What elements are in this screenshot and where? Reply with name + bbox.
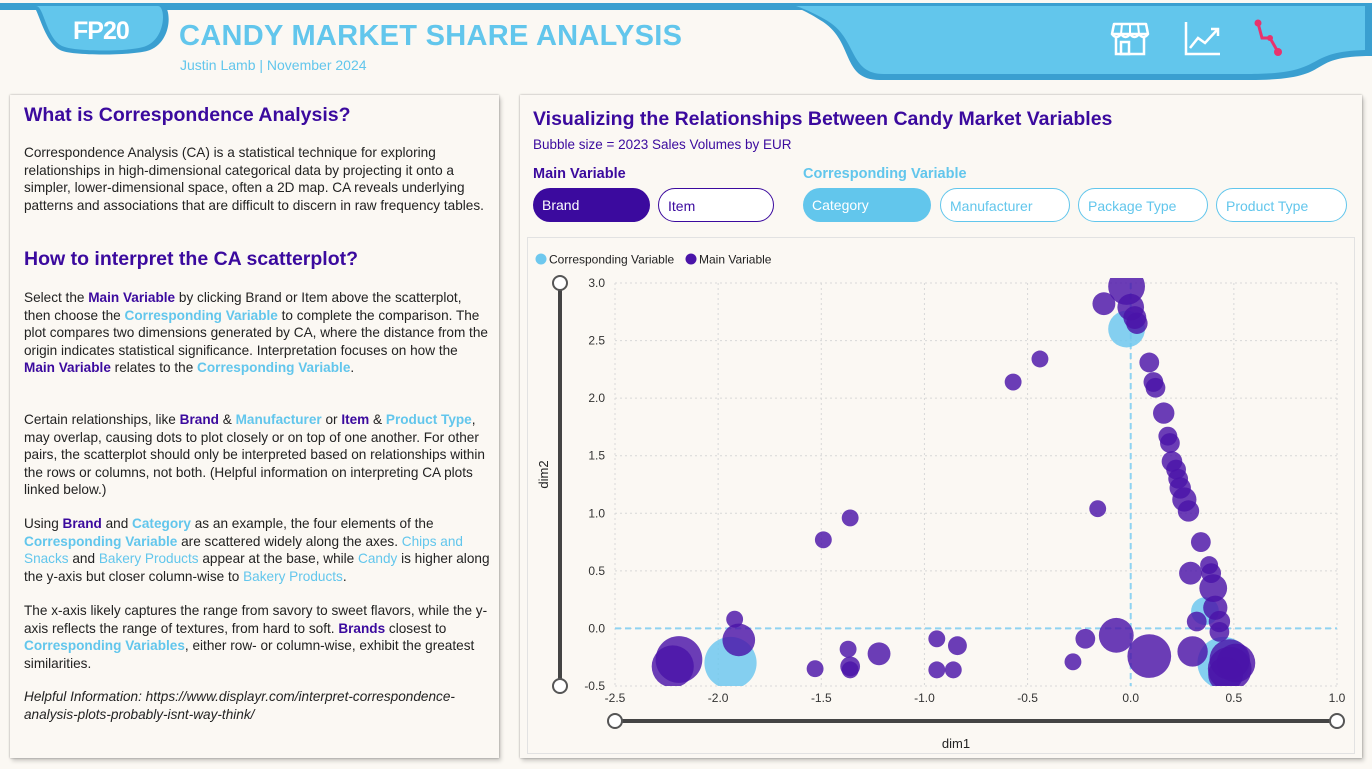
legend-entry: Main Variable	[699, 253, 772, 267]
legend-entry: Corresponding Variable	[549, 253, 675, 267]
main-variable-point[interactable]	[1092, 292, 1116, 316]
main-variable-point[interactable]	[1179, 561, 1202, 585]
x-range-slider-left-handle[interactable]	[607, 713, 623, 729]
x-tick-label: 1.0	[1329, 691, 1346, 705]
chart-subtitle: Bubble size = 2023 Sales Volumes by EUR	[533, 137, 792, 152]
ca-scatterplot: -2.5 -2.0 -1.5 -1.0 -0.5 0.0 0.5 1.0 -0.5 0.0 0.5 1…	[535, 253, 1346, 751]
main-variable-point[interactable]	[1004, 373, 1022, 391]
y-tick-label: -0.5	[584, 679, 605, 693]
main-variable-point[interactable]	[1186, 611, 1207, 632]
intro-paragraph: Correspondence Analysis (CA) is a statis…	[24, 145, 484, 213]
chart-title: Visualizing the Relationships Between Ca…	[533, 108, 1113, 130]
main-variable-point[interactable]	[1145, 377, 1166, 398]
y-range-slider-top-handle[interactable]	[552, 275, 568, 291]
x-tick-label: -2.5	[605, 691, 626, 705]
product-type-button[interactable]: Product Type	[1216, 188, 1347, 222]
main-variable-point[interactable]	[651, 645, 694, 687]
manufacturer-button[interactable]: Manufacturer	[940, 188, 1070, 222]
y-tick-label: 0.5	[588, 564, 605, 578]
main-variable-point[interactable]	[867, 642, 891, 666]
paragraph-example: Using Brand and Category as an example, …	[24, 516, 490, 584]
main-variable-point[interactable]	[1064, 653, 1082, 671]
main-variable-point[interactable]	[1126, 312, 1148, 334]
main-variable-point[interactable]	[1190, 532, 1211, 552]
main-variable-point[interactable]	[806, 660, 824, 678]
legend-marker	[535, 253, 547, 265]
paragraph-overlap: Certain relationships, like Brand & Manu…	[24, 412, 485, 497]
x-range-slider-right-handle[interactable]	[1329, 713, 1345, 729]
main-variable-point[interactable]	[1031, 350, 1049, 368]
main-variable-point[interactable]	[722, 623, 756, 657]
header-band-shape	[0, 3, 1372, 80]
y-range-slider-bottom-handle[interactable]	[552, 678, 568, 694]
x-tick-label: -1.0	[914, 691, 935, 705]
main-variable-point[interactable]	[1208, 657, 1244, 692]
main-variable-point[interactable]	[1153, 402, 1175, 424]
package-type-button[interactable]: Package Type	[1078, 188, 1208, 222]
main-variable-point[interactable]	[1160, 433, 1180, 453]
store-icon[interactable]	[1110, 18, 1150, 58]
main-variable-point[interactable]	[1089, 500, 1107, 518]
scatter-link-icon[interactable]	[1250, 18, 1290, 58]
scatterplot-frame: -2.5 -2.0 -1.5 -1.0 -0.5 0.0 0.5 1.0 -0.5 0.0 0.5 1…	[527, 237, 1355, 754]
brand-button[interactable]: Brand	[533, 188, 650, 222]
main-variable-point[interactable]	[1139, 352, 1160, 373]
x-tick-label: -2.0	[708, 691, 729, 705]
x-tick-label: 0.0	[1122, 691, 1139, 705]
main-variable-point[interactable]	[1098, 617, 1134, 653]
legend-marker	[685, 253, 697, 265]
main-variable-point[interactable]	[944, 661, 962, 679]
paragraph-axes: The x-axis likely captures the range fro…	[24, 603, 488, 671]
main-variable-point[interactable]	[947, 636, 967, 656]
main-variable-point[interactable]	[928, 630, 946, 648]
category-button[interactable]: Category	[803, 188, 931, 222]
main-variable-point[interactable]	[841, 661, 859, 679]
main-variable-point[interactable]	[1127, 634, 1172, 678]
main-variable-point[interactable]	[1177, 636, 1208, 667]
header-bar: FP20 CANDY MARKET SHARE ANALYSIS Justin …	[0, 0, 1372, 80]
x-tick-label: -1.5	[811, 691, 832, 705]
chart-panel: Visualizing the Relationships Between Ca…	[520, 95, 1362, 758]
x-axis-title: dim1	[942, 736, 970, 751]
main-variable-point[interactable]	[1177, 500, 1200, 522]
x-tick-label: -0.5	[1017, 691, 1038, 705]
page-subtitle: Justin Lamb | November 2024	[180, 57, 367, 73]
page-title: CANDY MARKET SHARE ANALYSIS	[179, 20, 683, 52]
y-tick-label: 2.5	[588, 334, 605, 348]
main-variable-point[interactable]	[1075, 628, 1096, 649]
y-tick-label: 2.0	[588, 391, 605, 405]
item-button[interactable]: Item	[658, 188, 774, 222]
main-variable-point[interactable]	[1209, 621, 1230, 642]
y-tick-label: 3.0	[588, 276, 605, 290]
x-tick-label: 0.5	[1226, 691, 1243, 705]
y-axis-title: dim2	[536, 460, 551, 488]
explanation-panel: What is Correspondence Analysis? Corresp…	[10, 95, 499, 758]
corresponding-variable-label: Corresponding Variable	[803, 166, 967, 182]
line-chart-icon[interactable]	[1182, 18, 1222, 58]
main-variable-point[interactable]	[1199, 574, 1228, 603]
points-layer	[651, 278, 1256, 692]
paragraph-main-variable: Select the Main Variable by clicking Bra…	[24, 290, 488, 375]
brand-logo: FP20	[73, 17, 130, 45]
heading-what-is-ca: What is Correspondence Analysis?	[24, 104, 351, 126]
main-variable-label: Main Variable	[533, 166, 626, 182]
helpful-link[interactable]: Helpful Information: https://www.display…	[24, 689, 455, 722]
y-tick-label: 1.5	[588, 449, 605, 463]
y-tick-label: 1.0	[588, 506, 605, 520]
heading-how-to-interpret: How to interpret the CA scatterplot?	[24, 248, 359, 270]
main-variable-point[interactable]	[839, 640, 857, 658]
main-variable-point[interactable]	[726, 610, 744, 628]
main-variable-point[interactable]	[814, 531, 832, 549]
y-tick-label: 0.0	[588, 621, 605, 635]
main-variable-point[interactable]	[928, 661, 946, 679]
main-variable-point[interactable]	[841, 509, 859, 527]
